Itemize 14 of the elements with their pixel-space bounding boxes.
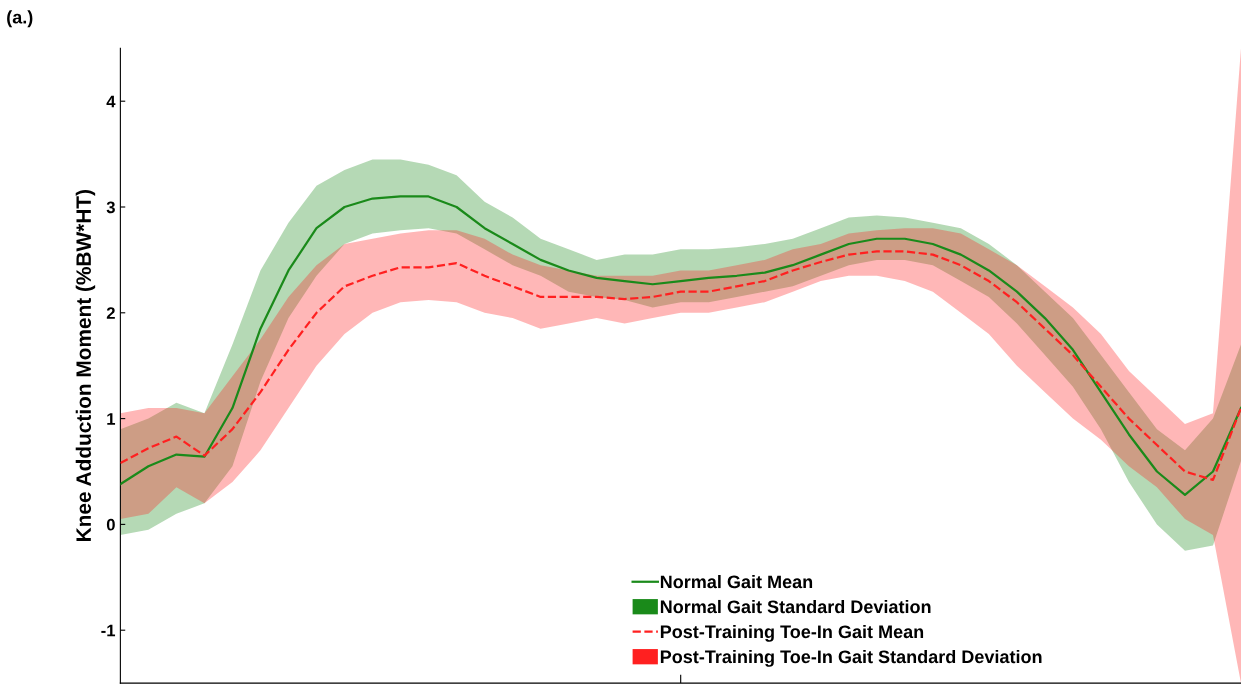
y-tick-label: 1: [107, 413, 116, 425]
y-tick-label: 3: [106, 201, 115, 214]
line-series: [120, 250, 1241, 482]
annotation: Post-Training Toe-In Gait Standard Deviation: [660, 649, 1042, 667]
y-tick-label: 0: [106, 518, 115, 531]
line-series: [120, 195, 1241, 496]
legend-label: Normal Gait Mean: [660, 574, 813, 589]
legend-label: Post-Training Toe-In Gait Mean: [660, 624, 924, 642]
y-tick-label: -1: [101, 624, 116, 637]
y-tick-label: 4: [106, 95, 116, 108]
chart-title: (a.): [7, 10, 33, 28]
y-tick-label: 2: [106, 307, 115, 319]
y-axis-title: Knee Adduction Moment (%BW*HT): [75, 190, 96, 541]
annotation: Normal Gait Standard Deviation: [660, 599, 931, 614]
